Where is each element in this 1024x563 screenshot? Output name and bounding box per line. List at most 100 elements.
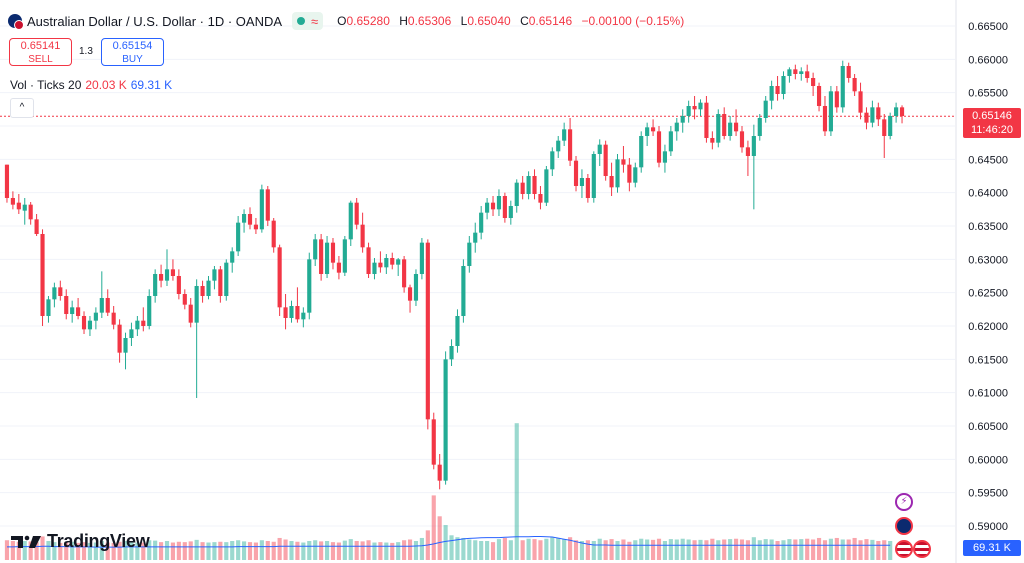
candle-body xyxy=(556,140,561,152)
candle-body xyxy=(538,194,543,203)
candle-body xyxy=(247,214,253,225)
lightning-event-icon[interactable]: ⚡ xyxy=(895,493,913,511)
candle-body xyxy=(828,91,833,132)
y-tick-label: 0.65500 xyxy=(968,88,1008,100)
volume-bar xyxy=(461,537,466,560)
volume-bar xyxy=(704,540,709,560)
candle-body xyxy=(289,306,294,318)
candle-body xyxy=(360,224,365,248)
y-tick-label: 0.60000 xyxy=(968,454,1008,466)
candle-body xyxy=(894,107,899,116)
candle-body xyxy=(698,102,703,110)
logo-text: TradingView xyxy=(47,531,150,551)
candle-body xyxy=(28,204,33,220)
candle-body xyxy=(508,206,513,218)
candle-body xyxy=(123,338,128,353)
candle-body xyxy=(319,239,324,274)
candle-body xyxy=(324,242,330,274)
volume-bar xyxy=(170,542,176,560)
volume-bar xyxy=(828,538,833,560)
volume-bar xyxy=(556,537,561,560)
candle-body xyxy=(52,287,57,300)
candle-body xyxy=(550,151,555,170)
candle-body xyxy=(716,114,721,143)
candle-body xyxy=(390,258,395,265)
candle-body xyxy=(562,129,567,141)
volume-bar xyxy=(532,539,537,560)
volume-bar xyxy=(22,541,27,560)
candle-body xyxy=(99,298,104,313)
volume-bar xyxy=(870,539,875,560)
volume-bar xyxy=(544,538,549,560)
volume-bar xyxy=(840,539,845,560)
volume-bar xyxy=(526,538,531,560)
candle-body xyxy=(858,91,863,113)
candle-body xyxy=(763,100,768,118)
candle-body xyxy=(117,324,122,353)
volume-bar xyxy=(307,541,312,560)
volume-bar xyxy=(769,539,774,560)
volume-bar xyxy=(888,541,893,560)
volume-bar xyxy=(129,542,134,560)
volume-bar xyxy=(16,541,21,560)
candle-body xyxy=(81,316,87,330)
buy-button[interactable]: 0.65154 BUY xyxy=(101,38,164,66)
sell-button[interactable]: 0.65141 SELL xyxy=(9,38,72,66)
volume-bar xyxy=(834,537,839,560)
candle-body xyxy=(164,269,170,281)
symbol-title[interactable]: Australian Dollar / U.S. Dollar · 1D · O… xyxy=(27,13,283,29)
market-status-button[interactable]: ≈ xyxy=(292,12,324,30)
volume-bar xyxy=(378,542,383,560)
candle-body xyxy=(135,320,140,330)
volume-bar xyxy=(674,539,679,560)
volume-bar xyxy=(799,539,804,560)
volume-bar xyxy=(538,540,543,560)
candle-body xyxy=(170,269,176,276)
volume-bar xyxy=(615,541,620,560)
candle-body xyxy=(840,66,845,108)
candle-body xyxy=(188,304,193,323)
volume-ma-value: 69.31 K xyxy=(130,78,173,92)
candle-body xyxy=(775,86,780,94)
volume-bar xyxy=(473,540,478,560)
candle-body xyxy=(899,107,905,116)
candle-body xyxy=(413,274,419,301)
candle-body xyxy=(10,198,15,205)
au-event-flag-icon[interactable] xyxy=(895,517,913,535)
candle-body xyxy=(526,176,531,194)
volume-bar xyxy=(864,539,869,560)
volume-bar xyxy=(396,542,401,560)
tradingview-logo[interactable]: TradingView xyxy=(11,531,150,552)
candle-body xyxy=(621,159,626,165)
candle-body xyxy=(159,274,164,281)
candle-body xyxy=(336,262,341,273)
candle-body xyxy=(206,280,211,296)
volume-bar xyxy=(135,542,140,560)
volume-bar xyxy=(247,542,253,560)
volume-bar xyxy=(728,539,733,560)
volume-bar xyxy=(87,542,93,560)
volume-bar xyxy=(763,539,768,560)
y-tick-label: 0.63500 xyxy=(968,221,1008,233)
volume-bar xyxy=(431,495,436,560)
us-event-flag-icon[interactable] xyxy=(895,540,913,558)
volume-bar xyxy=(467,539,472,560)
candle-body xyxy=(64,296,69,314)
volume-bar xyxy=(236,540,241,560)
candle-body xyxy=(58,287,63,296)
chevron-up-icon[interactable]: ^ xyxy=(10,98,34,118)
volume-bar xyxy=(52,542,57,560)
us-event-flag-icon-2[interactable] xyxy=(913,540,931,558)
volume-bar xyxy=(496,539,502,560)
volume-bar xyxy=(194,539,199,560)
volume-bar xyxy=(390,542,395,560)
candle-body xyxy=(431,419,436,465)
bar-countdown: 11:46:20 xyxy=(970,124,1013,136)
volume-bar xyxy=(218,541,223,560)
volume-bar xyxy=(419,537,424,560)
candle-body xyxy=(769,86,774,101)
candle-body xyxy=(479,212,484,233)
candle-body xyxy=(271,220,276,248)
candle-body xyxy=(662,151,668,163)
